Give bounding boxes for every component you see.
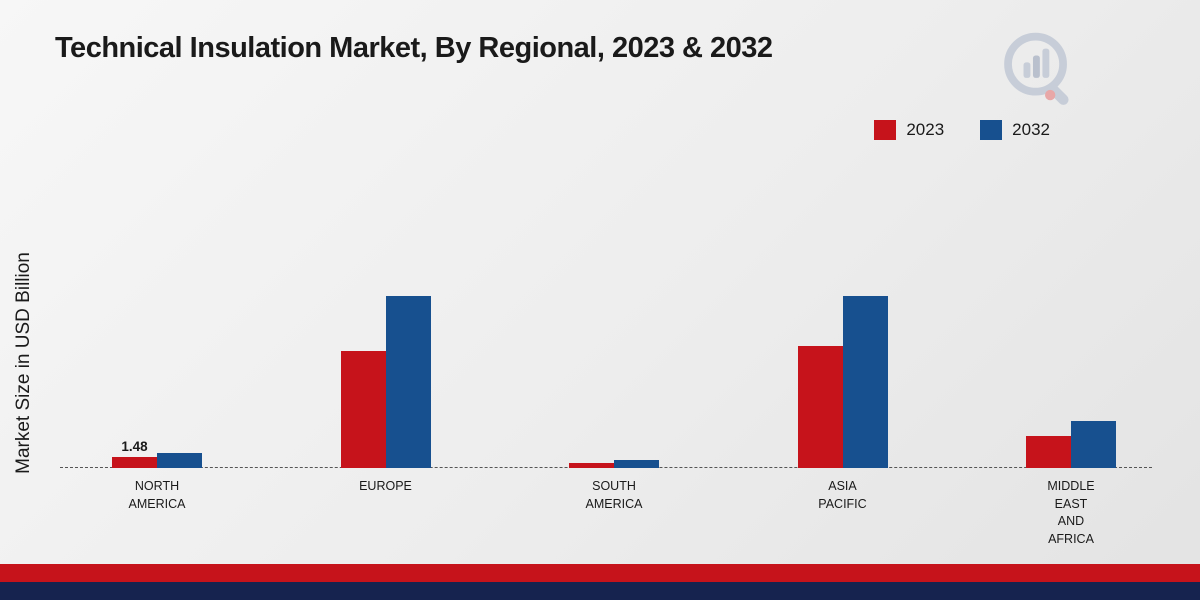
bar-group-north-america: 1.48 NORTH AMERICA <box>112 150 202 511</box>
legend: 2023 2032 <box>874 120 1050 140</box>
legend-swatch-2023 <box>874 120 897 140</box>
bar-2023-middle-east-and-africa <box>1026 436 1071 468</box>
bar-group-europe: EUROPE <box>340 150 431 493</box>
category-label: ASIA PACIFIC <box>818 479 867 511</box>
bar-2023-europe <box>340 351 386 468</box>
bar-group-south-america: SOUTH AMERICA <box>569 150 659 511</box>
category-label: EUROPE <box>359 479 412 493</box>
bar-2032-middle-east-and-africa <box>1071 421 1116 468</box>
footer-red-band <box>0 564 1200 582</box>
plot-area: 1.48 NORTH AMERICA EUROPE SOUTH AMERICA ASIA PA… <box>112 150 1116 546</box>
legend-label-2032: 2032 <box>1012 120 1050 139</box>
bar-2023-asia-pacific <box>797 346 843 468</box>
footer-navy-band <box>0 582 1200 600</box>
magnifier-bar-chart-logo-icon <box>1004 32 1069 105</box>
bar-2032-europe <box>385 296 431 468</box>
legend-swatch-2032 <box>980 120 1003 140</box>
bar-2032-south-america <box>614 460 659 468</box>
legend-item-2023: 2023 <box>874 120 944 140</box>
category-label: MIDDLE EAST AND AFRICA <box>1047 479 1095 546</box>
bars <box>340 296 431 468</box>
bar-groups: 1.48 NORTH AMERICA EUROPE SOUTH AMERICA ASIA PA… <box>112 150 1116 546</box>
legend-item-2032: 2032 <box>980 120 1050 140</box>
bar-2032-north-america <box>157 453 202 468</box>
bars <box>1026 421 1116 468</box>
bar-2023-south-america <box>569 463 614 468</box>
bar-2032-asia-pacific <box>842 296 888 468</box>
bars <box>569 460 659 468</box>
y-axis-label: Market Size in USD Billion <box>13 252 34 474</box>
category-label: NORTH AMERICA <box>128 479 186 511</box>
category-label: SOUTH AMERICA <box>585 479 643 511</box>
chart-title: Technical Insulation Market, By Regional… <box>55 32 773 64</box>
bars <box>797 296 888 468</box>
bar-2023-north-america: 1.48 <box>112 439 157 468</box>
bar-group-asia-pacific: ASIA PACIFIC <box>797 150 888 511</box>
bar-data-label: 1.48 <box>121 439 148 454</box>
bars: 1.48 <box>112 439 202 468</box>
legend-label-2023: 2023 <box>906 120 945 139</box>
bar-group-middle-east-and-africa: MIDDLE EAST AND AFRICA <box>1026 150 1116 546</box>
